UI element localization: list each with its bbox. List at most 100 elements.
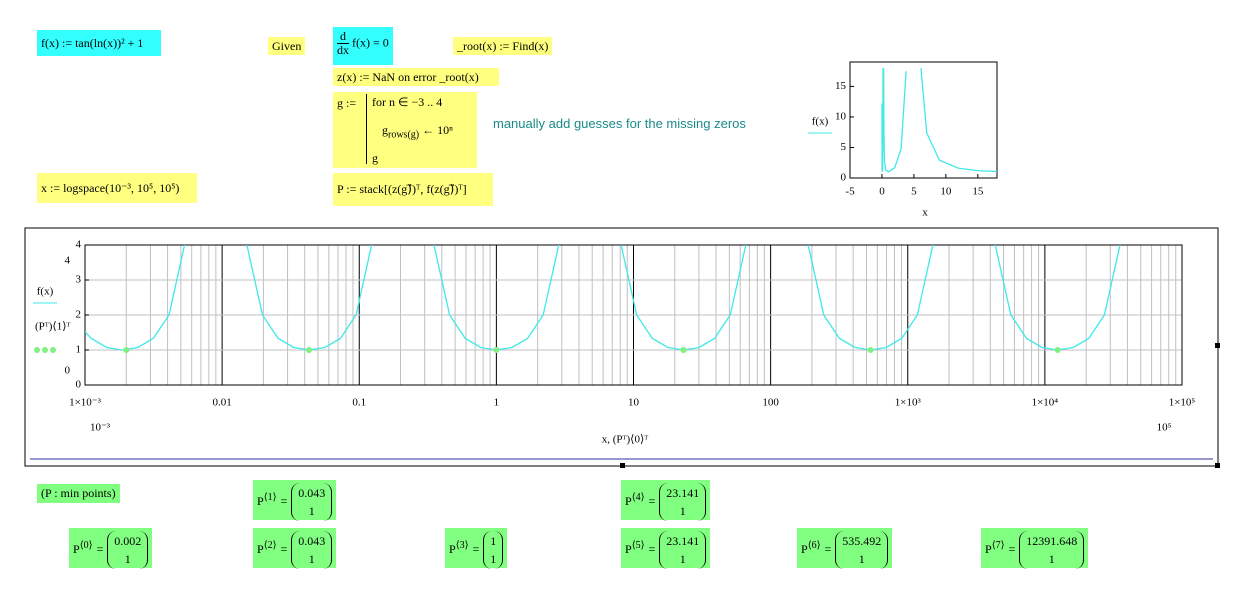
handle[interactable] bbox=[1215, 343, 1220, 348]
y-tick-label: 0 bbox=[76, 379, 82, 391]
result-sign: = bbox=[280, 541, 288, 556]
x-limit-label: 10⁵ bbox=[1157, 422, 1172, 434]
y-tick-label: 15 bbox=[835, 80, 847, 92]
x-tick-label: -5 bbox=[845, 186, 855, 198]
result-sign: = bbox=[648, 493, 656, 508]
x-tick-label: 0 bbox=[879, 186, 885, 198]
legend-label: (Pᵀ)⟨1⟩ᵀ bbox=[35, 321, 71, 333]
result-index: ⟨7⟩ bbox=[991, 539, 1005, 551]
given: Given bbox=[268, 37, 306, 55]
result: P⟨4⟩ = 23.141 1 bbox=[621, 480, 711, 521]
x-tick-label: 15 bbox=[972, 186, 984, 198]
result-index: ⟨1⟩ bbox=[263, 491, 277, 503]
fraction: d dx bbox=[337, 30, 349, 57]
vector: 23.141 1 bbox=[659, 483, 707, 521]
x-tick-label: 0.1 bbox=[352, 397, 366, 409]
legend-label: f(x) bbox=[37, 286, 54, 298]
vector-entry: 1 bbox=[679, 552, 686, 566]
y-tick-label: 1 bbox=[76, 344, 82, 356]
comment: manually add guesses for the missing zer… bbox=[493, 116, 746, 131]
legend-label: f(x) bbox=[812, 116, 829, 128]
numerator: d bbox=[340, 29, 346, 43]
legend-marker bbox=[42, 347, 48, 353]
x-tick-label: 10 bbox=[940, 186, 952, 198]
result-name: P bbox=[625, 541, 632, 556]
result-index: ⟨2⟩ bbox=[263, 539, 277, 551]
x-tick-label: 0.01 bbox=[213, 397, 232, 409]
y-tick-label: 10 bbox=[835, 110, 847, 122]
vector-entry: 1 bbox=[308, 552, 315, 566]
program-loop: for n ∈ −3 .. 4 bbox=[372, 95, 443, 109]
point bbox=[1054, 347, 1061, 353]
point bbox=[305, 347, 312, 353]
legend-marker bbox=[50, 347, 56, 353]
denominator: dx bbox=[337, 43, 349, 57]
x-tick-label: 10 bbox=[628, 397, 640, 409]
result: P⟨5⟩ = 23.141 1 bbox=[621, 528, 711, 569]
vector-entry: 1 bbox=[308, 504, 315, 518]
program-result: g bbox=[372, 151, 378, 165]
vector-entry: 1 bbox=[490, 552, 497, 566]
vector: 0.043 1 bbox=[291, 483, 333, 521]
program-body: grows(g) ← 10ⁿ bbox=[382, 122, 453, 143]
program: g := for n ∈ −3 .. 4 grows(g) ← 10ⁿ g bbox=[333, 92, 477, 168]
vector: 12391.648 1 bbox=[1019, 531, 1085, 569]
result-sign: = bbox=[1008, 541, 1016, 556]
derivative: d dx f(x) = 0 bbox=[333, 27, 393, 65]
vector-entry: 0.043 bbox=[298, 534, 326, 548]
result-index: ⟨5⟩ bbox=[631, 539, 645, 551]
result-sign: = bbox=[280, 493, 288, 508]
chart: -5 0 5 10 15 0 5 10 15 f(x) x bbox=[808, 61, 998, 219]
vector-entry: 0.002 bbox=[114, 534, 142, 548]
x-limit-label: 10⁻³ bbox=[90, 422, 111, 434]
plot-area bbox=[849, 61, 998, 179]
results-title: (P : min points) bbox=[37, 484, 120, 503]
point bbox=[493, 347, 500, 353]
handle[interactable] bbox=[1215, 463, 1220, 468]
vector-entry: 1 bbox=[490, 534, 497, 548]
point bbox=[123, 347, 130, 353]
result-name: P bbox=[449, 541, 456, 556]
result-name: P bbox=[801, 541, 808, 556]
program-head: g := bbox=[337, 96, 357, 110]
vector-entry: 12391.648 bbox=[1026, 534, 1078, 548]
vector-entry: 1 bbox=[858, 552, 865, 566]
handle[interactable] bbox=[620, 463, 625, 468]
y-limit-label: 0 bbox=[65, 365, 71, 377]
result: P⟨7⟩ = 12391.648 1 bbox=[981, 528, 1089, 569]
x-axis-label: x bbox=[922, 207, 928, 219]
point bbox=[680, 347, 687, 353]
vector-entry: 535.492 bbox=[842, 534, 882, 548]
chart: 1×10⁻³ 0.01 0.1 1 10 100 1×10³ 1×10⁴ 1×10⁵012341… bbox=[33, 239, 1195, 446]
y-tick-label: 2 bbox=[76, 309, 82, 321]
result-sign: = bbox=[648, 541, 656, 556]
result-index: ⟨0⟩ bbox=[79, 539, 93, 551]
result-sign: = bbox=[472, 541, 480, 556]
result-name: P bbox=[985, 541, 992, 556]
y-tick-label: 3 bbox=[76, 274, 82, 286]
result: P⟨0⟩ = 0.002 1 bbox=[69, 528, 153, 569]
line bbox=[85, 245, 1121, 351]
result: P⟨3⟩ = 1 1 bbox=[445, 528, 508, 569]
x-tick-label: 1×10⁻³ bbox=[69, 397, 102, 409]
body-expr: ← 10ⁿ bbox=[422, 123, 453, 137]
program-bar bbox=[366, 94, 367, 164]
vector-entry: 0.043 bbox=[298, 486, 326, 500]
x-definition: x := logspace(10⁻³, 10⁵, 10⁵) bbox=[37, 173, 197, 203]
result-sign: = bbox=[824, 541, 832, 556]
plot-area bbox=[84, 244, 1183, 386]
y-tick-label: 4 bbox=[76, 239, 82, 251]
vector-entry: 23.141 bbox=[666, 486, 700, 500]
vector: 0.002 1 bbox=[107, 531, 149, 569]
f-definition: f(x) := tan(ln(x))² + 1 bbox=[37, 30, 161, 56]
vector-entry: 23.141 bbox=[666, 534, 700, 548]
x-tick-label: 1 bbox=[494, 397, 500, 409]
y-limit-label: 4 bbox=[65, 255, 71, 267]
vector: 535.492 1 bbox=[835, 531, 889, 569]
x-tick-label: 1×10⁴ bbox=[1032, 397, 1059, 409]
expression: f(x) = 0 bbox=[352, 35, 389, 50]
result-index: ⟨3⟩ bbox=[455, 539, 469, 551]
